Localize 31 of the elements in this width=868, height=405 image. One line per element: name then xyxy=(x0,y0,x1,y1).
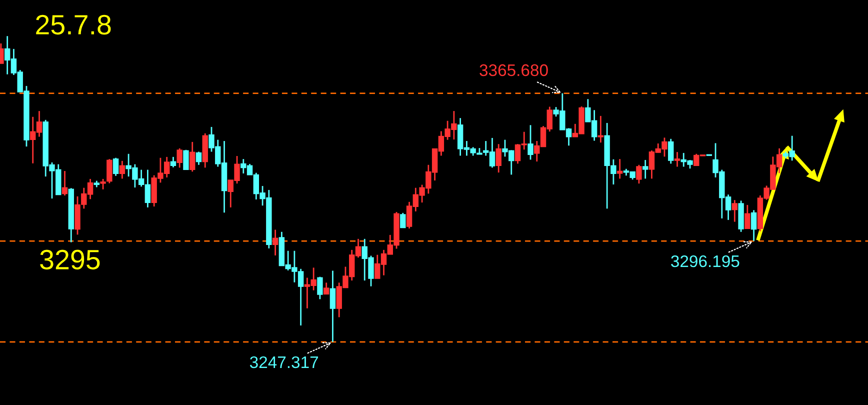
candlestick xyxy=(674,151,680,168)
chart-title: 25.7.8 xyxy=(36,14,111,35)
candlestick xyxy=(100,178,106,190)
annotation: 3295 xyxy=(40,250,100,270)
candlestick xyxy=(668,138,674,164)
candlestick xyxy=(528,124,534,160)
candlestick xyxy=(642,159,648,180)
candlestick xyxy=(330,270,336,343)
candlestick xyxy=(170,156,176,168)
candlestick xyxy=(190,141,196,172)
candlestick xyxy=(636,164,642,184)
candlestick xyxy=(744,204,750,230)
candlestick xyxy=(616,158,623,180)
candlestick xyxy=(183,149,189,170)
candlestick xyxy=(317,276,323,300)
candlestick xyxy=(106,158,112,184)
candlestick xyxy=(112,157,119,177)
candlestick xyxy=(196,151,202,166)
candlestick xyxy=(272,229,278,256)
candlestick xyxy=(496,143,502,174)
candlestick xyxy=(598,115,604,144)
annotation: 3247.317 xyxy=(250,356,318,368)
annotation: 3365.680 xyxy=(480,64,548,76)
candlestick xyxy=(323,282,330,295)
candlestick xyxy=(400,212,406,228)
candlestick xyxy=(119,160,126,180)
candlestick xyxy=(750,209,757,242)
candlestick xyxy=(732,199,738,222)
candlestick xyxy=(176,148,182,168)
annotation: 3296.195 xyxy=(671,255,740,268)
candlestick xyxy=(62,170,68,196)
